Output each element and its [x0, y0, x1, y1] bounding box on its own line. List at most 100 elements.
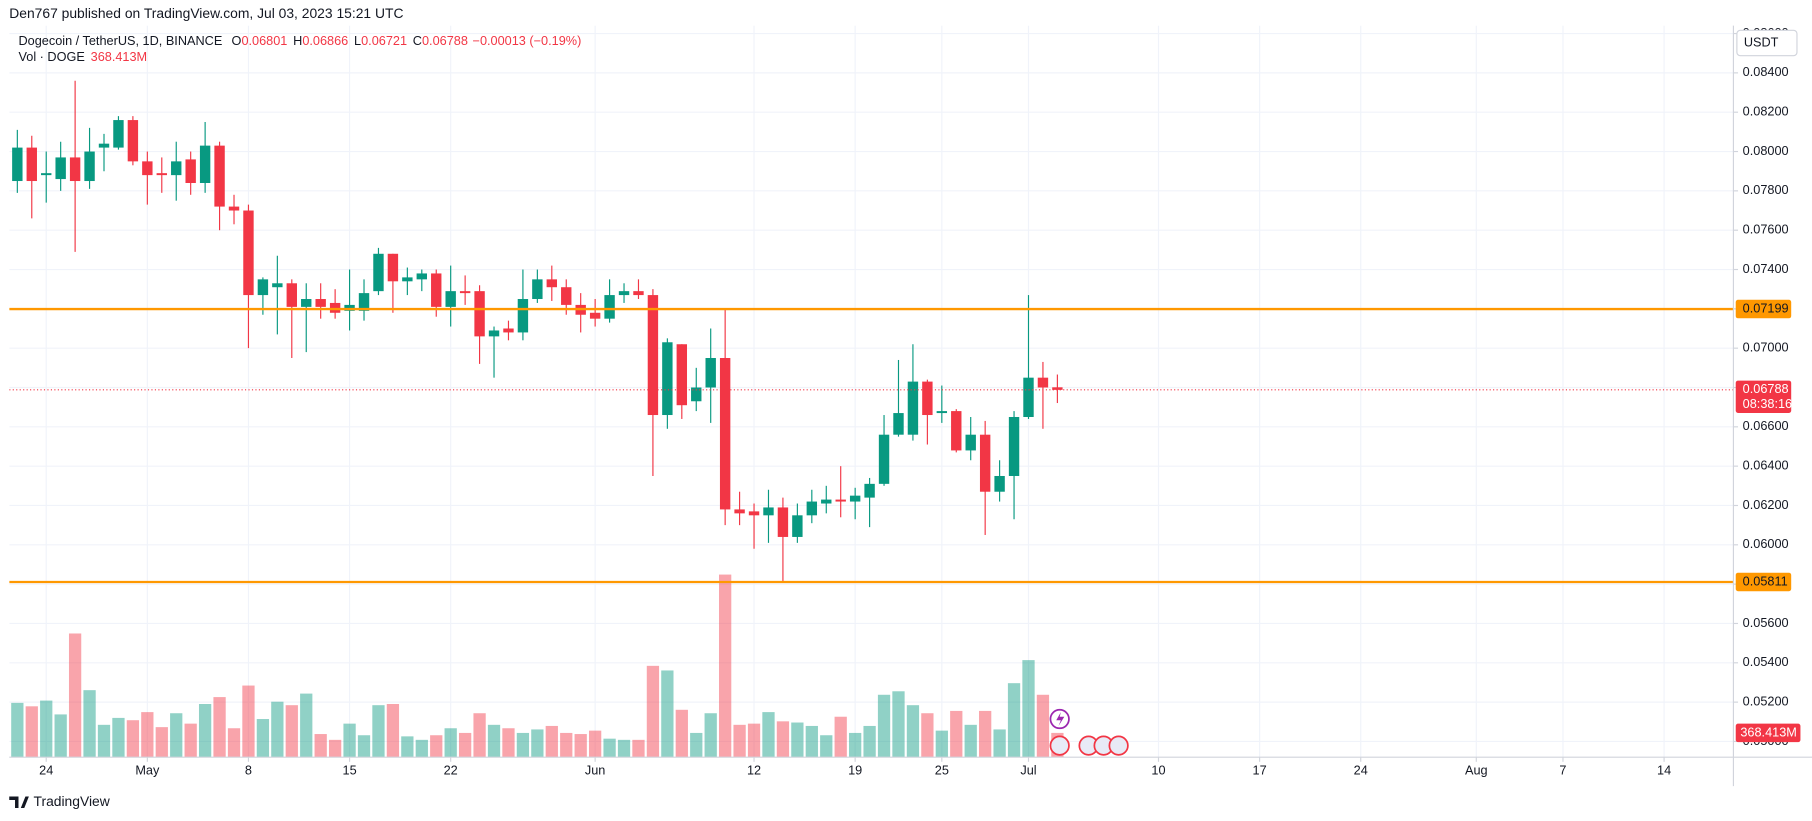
candle-body [618, 291, 630, 296]
volume-bar [314, 734, 327, 758]
candle-body [589, 312, 601, 319]
level-label: 0.07199 [1743, 300, 1789, 315]
volume-bar [849, 732, 862, 758]
volume-bar [271, 701, 284, 758]
volume-bar [444, 728, 457, 758]
candle-body [1023, 377, 1034, 417]
legend-key: O [232, 33, 242, 48]
volume-bar [675, 709, 688, 758]
currency[interactable]: USDT [1744, 34, 1779, 49]
volume-bar [603, 738, 616, 758]
volume-bar [242, 685, 255, 758]
x-tick-label: 10 [1151, 762, 1165, 777]
legend-key: L [354, 33, 361, 48]
event-icon[interactable] [1049, 735, 1070, 756]
candle-body [604, 295, 615, 319]
volume-bar [126, 720, 140, 758]
candle-body [1037, 377, 1049, 388]
candle-body [199, 145, 211, 183]
volume-bar [950, 710, 963, 758]
candle-body [84, 151, 95, 182]
candle-body [41, 173, 52, 176]
y-tick-label: 0.05600 [1743, 615, 1789, 630]
legend-key: C [413, 33, 422, 48]
candle-body [835, 499, 846, 502]
lightning [1056, 712, 1065, 726]
x-tick-label: 24 [39, 762, 53, 777]
candle-body [893, 413, 904, 435]
legend-change: −0.00013 (−0.19%) [473, 33, 582, 48]
volume-label: 368.413M [1740, 724, 1797, 739]
x-tick-label: 12 [747, 762, 761, 777]
candle-body [1008, 416, 1020, 476]
volume-bar [227, 728, 241, 758]
volume-bar [863, 725, 876, 758]
y-tick-label: 0.05200 [1743, 693, 1789, 708]
level-label-box [1735, 299, 1792, 319]
y-tick-label: 0.08400 [1743, 64, 1789, 79]
volume-bar [502, 728, 515, 758]
candle-body [763, 507, 774, 516]
candle-body [358, 293, 370, 311]
volume-pane [11, 574, 1064, 758]
candle-body [979, 434, 991, 492]
volume-bar [25, 706, 38, 758]
event-icon[interactable] [1108, 735, 1129, 756]
legend-key: H [293, 33, 302, 48]
candle-body [228, 206, 240, 211]
last-price-box [1735, 380, 1792, 413]
volume-bar [877, 694, 891, 758]
candle-body [546, 279, 558, 288]
candle-body [185, 159, 196, 183]
volume-bar [921, 713, 934, 758]
volume-bar [1022, 660, 1035, 758]
volume-bar [531, 729, 544, 758]
candle-body [561, 287, 572, 305]
candle-body [748, 511, 760, 516]
volume-bar [719, 574, 732, 758]
candle-body [994, 475, 1005, 492]
volume-bar [617, 739, 631, 758]
candle-body [272, 283, 283, 288]
candle-body [503, 328, 514, 333]
volume-bar [935, 730, 948, 758]
candle-body [864, 483, 875, 498]
volume-bar [357, 735, 371, 758]
volume-bar [776, 721, 790, 758]
candle-body [691, 387, 702, 402]
currency-box[interactable] [1736, 29, 1798, 57]
x-tick-label: May [135, 762, 160, 777]
logo-text: TradingView [34, 793, 111, 809]
candle-body [127, 120, 139, 162]
volume-bar [11, 702, 24, 758]
volume-bar [747, 723, 761, 758]
volume-bar [979, 710, 992, 758]
candle-body [922, 381, 933, 416]
axes: 0.050000.052000.054000.056000.058000.060… [9, 25, 1812, 787]
volume-bar [805, 725, 818, 758]
candle-body [662, 342, 673, 416]
volume-bar [40, 700, 53, 758]
publish-note: Den767 published on TradingView.com, Jul… [9, 5, 403, 21]
candle-body [113, 120, 124, 148]
y-tick-label: 0.05400 [1743, 654, 1789, 669]
candle-body [907, 381, 919, 435]
y-tick-label: 0.06600 [1743, 418, 1789, 433]
candle-body [951, 411, 962, 451]
candle-body [517, 299, 529, 333]
candle-body [431, 273, 442, 307]
volume-bar [458, 732, 472, 758]
volume-bar [328, 739, 342, 758]
candle-body [301, 299, 312, 307]
volume-bar [141, 712, 154, 758]
candle-body [69, 157, 81, 182]
y-tick-label: 0.08000 [1743, 143, 1789, 158]
candle-body [734, 509, 745, 514]
candle-body [1052, 387, 1063, 390]
x-tick-label: 19 [848, 762, 862, 777]
grid [9, 25, 1734, 758]
volume-bar [1007, 683, 1021, 758]
x-tick-label: Jun [585, 762, 605, 777]
volume-bar [198, 704, 212, 758]
